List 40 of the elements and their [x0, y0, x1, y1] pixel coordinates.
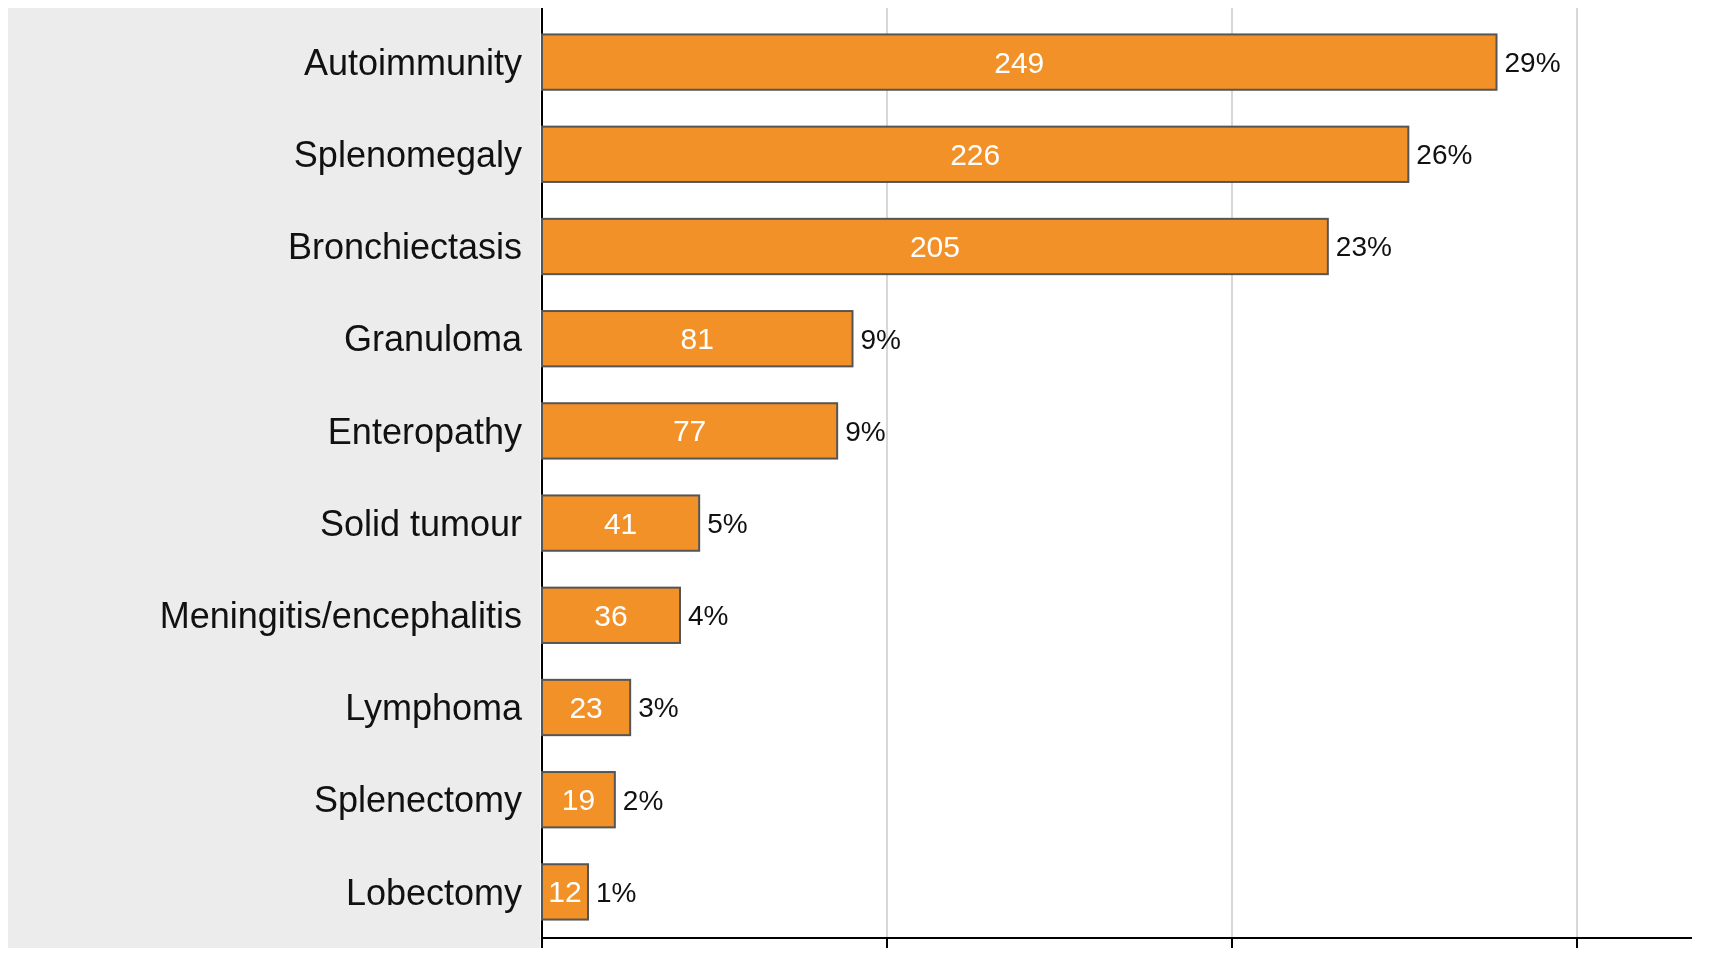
annotation: 4% [688, 600, 729, 632]
data-label: 19 [561, 783, 596, 817]
annotation: 3% [638, 692, 679, 724]
annotation: 5% [707, 507, 748, 539]
data-label: 12 [548, 875, 582, 909]
bar [541, 586, 681, 644]
y-tick-label: Bronchiectasis [287, 226, 522, 268]
annotation: 23% [1335, 231, 1392, 263]
annotation: 29% [1504, 46, 1561, 78]
annotation: 9% [845, 415, 886, 447]
y-tick-label: Lymphoma [345, 687, 523, 729]
data-label: 81 [680, 322, 714, 356]
y-tick-label: Meningitis/encephalitis [159, 594, 522, 636]
y-tick-label: Lobectomy [345, 871, 522, 913]
y-tick-label: Autoimmunity [303, 41, 522, 83]
data-label: 77 [672, 414, 707, 448]
annotation: 26% [1416, 139, 1473, 171]
bar [541, 494, 701, 552]
bar [541, 678, 632, 737]
y-tick-label: Solid tumour [319, 502, 522, 544]
y-tick-label: Enteropathy [327, 410, 522, 452]
bar [541, 125, 1410, 183]
annotation: 9% [860, 323, 901, 355]
y-tick-label: Splenomegaly [293, 133, 522, 175]
bar [541, 310, 854, 368]
data-label: 41 [603, 506, 638, 540]
annotation: 1% [596, 876, 637, 908]
bar [541, 863, 589, 921]
y-tick-label: Splenectomy [313, 779, 522, 821]
data-label: 249 [994, 45, 1045, 79]
annotation: 2% [622, 784, 664, 816]
bar [541, 217, 1329, 276]
data-label: 36 [594, 598, 628, 632]
data-label: 205 [909, 230, 960, 263]
data-label: 23 [569, 691, 603, 724]
bar [541, 33, 1498, 91]
bar [541, 771, 616, 829]
y-tick-label: Granuloma [343, 318, 523, 360]
bar [541, 402, 839, 460]
data-label: 226 [950, 137, 1001, 171]
